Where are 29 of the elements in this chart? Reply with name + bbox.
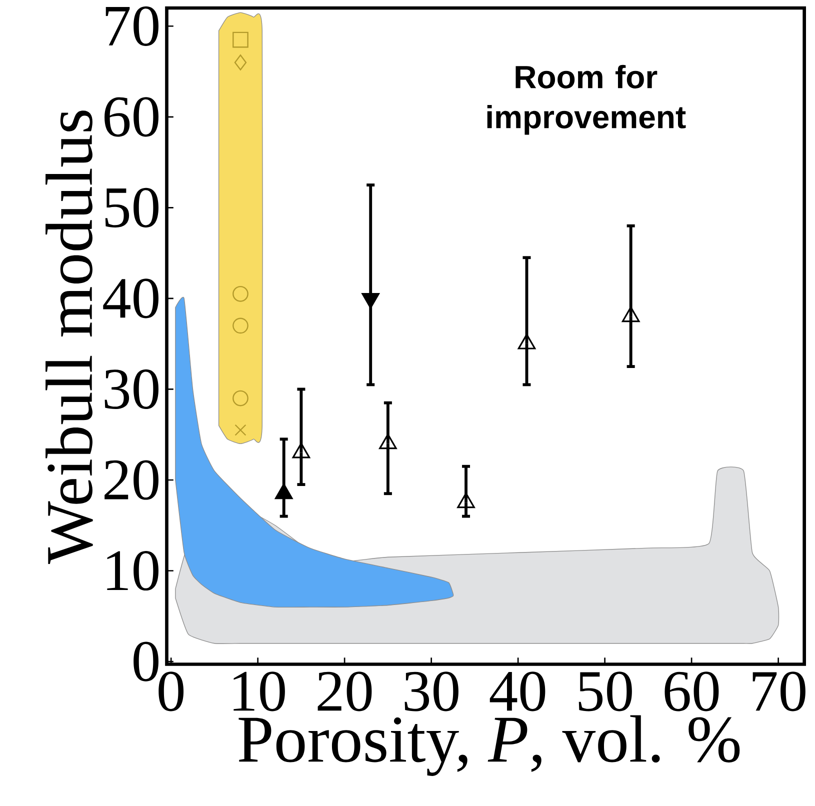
y-tick-label: 0 [134,642,158,682]
point [622,306,640,322]
x-axis-title: Porosity, P, vol. % [238,715,740,776]
point [518,334,536,350]
y-tick-label: 60 [104,97,158,137]
point [234,54,247,71]
y-tick-label: 10 [107,551,158,591]
point [379,434,397,450]
x-tick-label: 30 [404,672,458,712]
y-tick-label: 70 [106,6,158,46]
x-tick-label: 20 [318,672,372,712]
point [232,32,248,48]
x-tick-label: 40 [490,672,546,712]
y-tick-label: 30 [104,370,158,410]
point [232,286,248,302]
point [274,484,293,500]
point [292,442,310,458]
x-tick-label: 70 [752,672,806,712]
x-tick-label: 10 [234,672,285,712]
x-tick-label: 0 [158,672,184,712]
x-tick-label: 60 [664,672,719,712]
annotation: Room for improvement [487,65,686,135]
y-tick-label: 50 [105,188,158,228]
y-tick-label: 40 [103,278,158,318]
x-tick-label: 50 [578,672,632,712]
point [232,318,248,334]
y-tick-label: 20 [104,460,158,500]
y-axis-title: Weibull modulus [46,110,93,564]
point [457,492,475,508]
